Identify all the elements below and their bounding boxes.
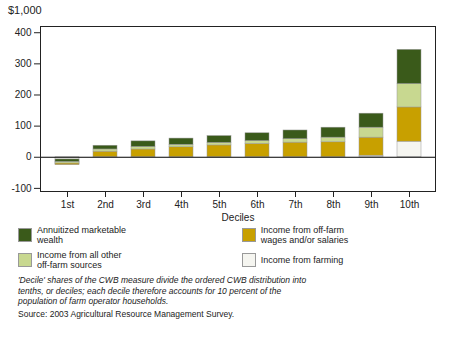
html-text:'Decile' shares of the CWB mea: 'Decile' shares of the CWB measure divid… [18, 275, 307, 306]
svg-text:5th: 5th [213, 199, 227, 210]
svg-text:Deciles: Deciles [222, 212, 255, 223]
svg-text:2nd: 2nd [97, 199, 114, 210]
html-text:Income from all other off-farm: Income from all other off-farm sources [37, 249, 122, 270]
html-text:Source: 2003 Agricultural Reso: Source: 2003 Agricultural Resource Manag… [18, 308, 235, 319]
svg-text:1st: 1st [61, 199, 75, 210]
svg-text:200: 200 [15, 89, 32, 100]
svg-text:400: 400 [15, 27, 32, 38]
svg-text:300: 300 [15, 58, 32, 69]
html-text:Income from off-farm wages and: Income from off-farm wages and/or salari… [260, 225, 349, 246]
svg-text:4th: 4th [175, 199, 189, 210]
svg-text:7th: 7th [289, 199, 303, 210]
svg-text:6th: 6th [251, 199, 265, 210]
html-text:Income from farming: Income from farming [260, 254, 344, 265]
svg-text:0: 0 [26, 151, 32, 162]
html-text:Annuitized marketable wealth: Annuitized marketable wealth [37, 225, 127, 246]
html-text:$1,000: $1,000 [8, 4, 42, 16]
svg-text:8th: 8th [327, 199, 341, 210]
svg-text:-100: -100 [11, 183, 31, 194]
svg-text:10th: 10th [400, 199, 419, 210]
svg-text:9th: 9th [365, 199, 379, 210]
svg-text:3rd: 3rd [136, 199, 150, 210]
svg-text:100: 100 [15, 120, 32, 131]
